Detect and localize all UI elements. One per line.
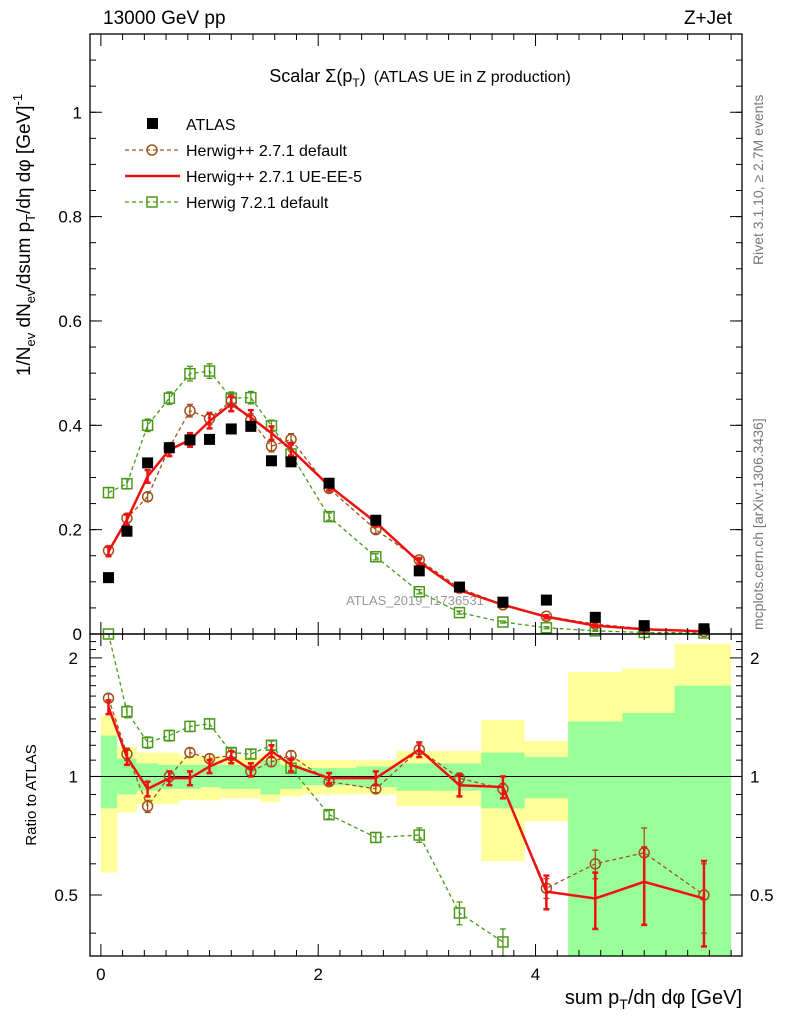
main-point-atlas xyxy=(589,611,601,623)
main-point-atlas xyxy=(370,514,382,526)
main-point-atlas xyxy=(184,434,196,446)
main-y-tick-label: 0.4 xyxy=(58,416,82,435)
main-point-herwig-7-2-1-default xyxy=(413,585,426,598)
main-point-atlas xyxy=(142,457,154,469)
ratio-point-herwig-7-2-1-default xyxy=(497,936,509,948)
main-point-herwig-7-2-1-default xyxy=(370,551,382,563)
main-point-atlas xyxy=(163,442,175,454)
main-point-atlas xyxy=(453,581,465,593)
ratio-stat-uncertainty-bin xyxy=(100,735,118,809)
ratio-series-layer xyxy=(102,628,710,957)
main-point-atlas xyxy=(102,572,114,584)
legend-label-herwigpp-ueee5: Herwig++ 2.7.1 UE-EE-5 xyxy=(186,169,362,186)
ratio-point-herwig-7-2-1-default xyxy=(323,808,335,821)
main-point-herwig-7-2-1-default xyxy=(102,486,115,499)
legend-label-herwig7-default: Herwig 7.2.1 default xyxy=(186,195,329,212)
main-y-tick-label: 0.6 xyxy=(58,312,82,331)
ratio-point-herwig-7-2-1-default xyxy=(245,748,257,760)
main-title: Scalar Σ(pT) (ATLAS UE in Z production) xyxy=(269,66,571,90)
ratio-y-tick-label: 2 xyxy=(69,649,78,668)
main-point-herwig-7-2-1-default xyxy=(184,367,196,380)
ratio-y-tick-label-right: 1 xyxy=(750,767,759,786)
ratio-panel: 0.5 0.5 1 1 2 2 0 2 4 Ratio to ATLAS sum pT/dη d… xyxy=(23,628,774,1012)
ratio-point-herwig-7-2-1-default xyxy=(453,907,466,919)
main-point-atlas xyxy=(265,455,277,467)
x-tick-label: 0 xyxy=(96,965,105,984)
main-point-atlas xyxy=(245,420,257,432)
main-point-herwig-7-2-1-default xyxy=(121,477,133,490)
analysis-watermark: ATLAS_2019_I1736531 xyxy=(346,593,484,608)
ratio-stat-uncertainty-bin xyxy=(396,763,438,791)
legend-marker-atlas xyxy=(147,118,158,129)
ratio-point-herwig-2-7-1-default xyxy=(184,746,196,759)
ratio-point-herwig-7-2-1-default xyxy=(163,729,176,742)
main-point-atlas xyxy=(323,477,335,489)
legend-label-herwigpp-default: Herwig++ 2.7.1 default xyxy=(186,143,348,160)
ratio-point-herwig-7-2-1-default xyxy=(370,831,382,844)
ratio-y-axis-label: Ratio to ATLAS xyxy=(23,744,40,845)
main-point-herwig-7-2-1-default xyxy=(323,510,335,523)
main-point-atlas xyxy=(225,423,237,435)
ratio-point-herwig-7-2-1-default xyxy=(141,736,154,749)
main-point-herwig-7-2-1-default xyxy=(245,391,257,404)
main-y-tick-label: 0 xyxy=(73,625,82,644)
main-y-tick-label: 1 xyxy=(73,103,82,122)
ratio-y-tick-label: 0.5 xyxy=(54,886,78,905)
main-point-atlas xyxy=(413,565,425,577)
main-y-tick-label: 0.2 xyxy=(58,521,82,540)
main-point-herwig-7-2-1-default xyxy=(203,365,216,377)
ratio-y-tick-label-right: 0.5 xyxy=(750,886,774,905)
ratio-axis-ticks: 0.5 0.5 1 1 2 2 0 2 4 xyxy=(54,634,774,984)
legend: ATLAS Herwig++ 2.7.1 default Herwig++ 2.… xyxy=(125,117,362,212)
main-point-atlas xyxy=(698,623,710,635)
main-point-herwig-2-7-1-default xyxy=(141,491,154,503)
main-point-atlas xyxy=(497,596,509,608)
ratio-stat-uncertainty-bin xyxy=(622,712,675,956)
main-point-herwig-2-7-1-default xyxy=(265,440,278,452)
main-point-atlas xyxy=(638,620,650,632)
ratio-point-herwig-2-7-1-default xyxy=(589,858,602,870)
main-y-tick-label: 0.8 xyxy=(58,208,82,227)
ratio-point-herwig-2-7-1-default xyxy=(141,800,154,813)
ratio-stat-uncertainty-bin xyxy=(136,763,159,791)
header-left: 13000 GeV pp xyxy=(103,8,226,29)
main-point-atlas xyxy=(204,433,216,445)
main-series-layer xyxy=(102,363,710,639)
main-point-herwig-7-2-1-default xyxy=(141,419,154,432)
header-right: Z+Jet xyxy=(684,8,733,29)
x-axis-label: sum pT/dη dφ [GeV] xyxy=(565,987,742,1012)
ratio-point-herwig-7-2-1-default xyxy=(184,720,196,733)
main-point-atlas xyxy=(121,525,133,537)
rivet-version-label: Rivet 3.1.10, ≥ 2.7M events xyxy=(750,95,766,265)
main-panel: ATLAS_2019_I1736531 0 0.2 0.4 0.6 0.8 1 Scala… xyxy=(10,33,743,644)
ratio-point-herwig-7-2-1-default xyxy=(121,705,133,718)
main-point-herwig-7-2-1-default xyxy=(540,621,553,634)
ratio-stat-uncertainty-bin xyxy=(524,757,569,799)
x-tick-label: 4 xyxy=(531,965,540,984)
main-point-atlas xyxy=(540,594,552,606)
legend-marker-herwig7-default xyxy=(146,196,158,208)
main-point-herwig-7-2-1-default xyxy=(163,392,176,404)
legend-marker-herwigpp-default xyxy=(146,144,158,156)
legend-label-atlas: ATLAS xyxy=(186,117,236,134)
main-point-atlas xyxy=(285,456,297,468)
ratio-stat-uncertainty-bin xyxy=(260,760,281,795)
main-point-herwig-7-2-1-default xyxy=(453,606,466,619)
main-y-axis-label: 1/Nev dNev/dsum pT/dη dφ [GeV]-1 xyxy=(10,94,38,376)
ratio-frame xyxy=(89,633,743,957)
mcplots-reference-label: mcplots.cern.ch [arXiv:1306.3436] xyxy=(750,418,766,630)
ratio-point-herwig-7-2-1-default xyxy=(203,718,216,730)
main-point-herwig-7-2-1-default xyxy=(497,616,509,628)
main-point-herwig-2-7-1-default xyxy=(184,404,196,417)
x-tick-label: 2 xyxy=(313,965,322,984)
ratio-y-tick-label-right: 2 xyxy=(750,649,759,668)
main-axis-ticks: 0 0.2 0.4 0.6 0.8 1 xyxy=(58,33,742,644)
ratio-uncertainty-bands xyxy=(100,643,732,956)
ratio-point-herwig-7-2-1-default xyxy=(413,829,426,841)
ratio-y-tick-label: 1 xyxy=(69,767,78,786)
